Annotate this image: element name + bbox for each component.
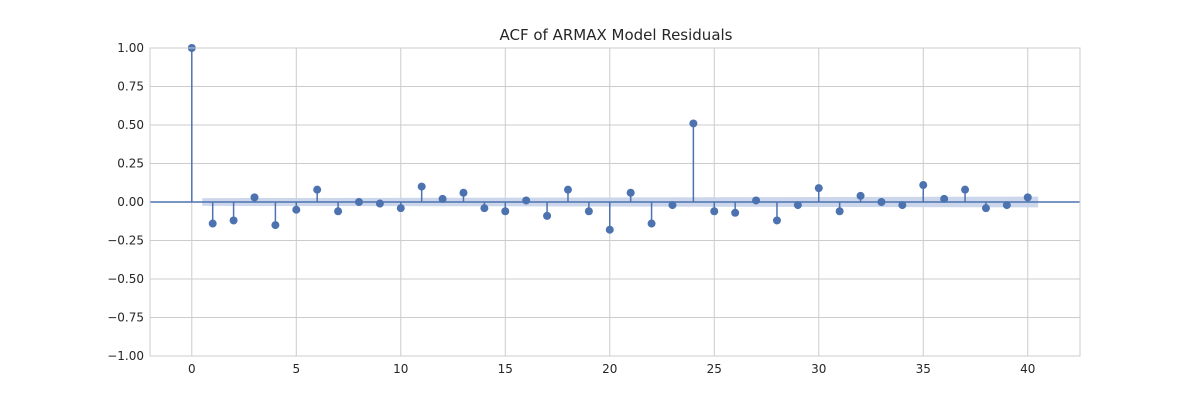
- acf-point: [731, 208, 740, 217]
- acf-point: [584, 207, 593, 216]
- acf-point: [501, 207, 510, 216]
- markers: [187, 44, 1032, 234]
- acf-point: [438, 194, 447, 203]
- acf-point: [919, 181, 928, 190]
- y-tick-label: 0.25: [117, 157, 144, 171]
- x-tick-label: 0: [188, 362, 196, 376]
- acf-point: [752, 196, 761, 205]
- acf-point: [292, 205, 301, 214]
- x-tick-label: 25: [707, 362, 722, 376]
- acf-point: [668, 201, 677, 210]
- x-tick-label: 10: [393, 362, 408, 376]
- acf-point: [208, 219, 217, 228]
- tick-labels: 0 5 10 15 20 25 30 35 40 1.00 0.75 0.50 0.25 0.00 −0.2…: [107, 41, 1035, 376]
- acf-point: [877, 198, 886, 206]
- acf-point: [354, 198, 363, 206]
- acf-point: [543, 211, 552, 220]
- acf-point: [480, 204, 489, 213]
- acf-point: [522, 196, 531, 205]
- acf-point: [459, 188, 468, 197]
- acf-point: [814, 184, 823, 193]
- acf-point: [605, 225, 614, 234]
- x-tick-label: 5: [292, 362, 300, 376]
- x-tick-label: 15: [498, 362, 513, 376]
- acf-point: [689, 119, 698, 128]
- acf-point: [981, 204, 990, 213]
- y-tick-label: 0.50: [117, 118, 144, 132]
- acf-point: [1002, 201, 1011, 210]
- y-tick-label: 1.00: [117, 41, 144, 55]
- acf-point: [793, 201, 802, 210]
- y-tick-label: 0.75: [117, 80, 144, 94]
- acf-point: [250, 193, 259, 202]
- acf-point: [647, 219, 656, 228]
- acf-point: [417, 182, 426, 191]
- plot-frame: [149, 47, 1081, 357]
- y-tick-label: −1.00: [107, 349, 144, 363]
- y-tick-label: −0.50: [107, 272, 144, 286]
- acf-point: [710, 207, 719, 216]
- acf-point: [898, 201, 907, 210]
- x-tick-label: 35: [916, 362, 931, 376]
- acf-point: [626, 188, 635, 197]
- acf-point: [563, 185, 572, 194]
- x-tick-label: 40: [1020, 362, 1035, 376]
- acf-point: [940, 194, 949, 203]
- acf-point: [1023, 193, 1032, 202]
- y-tick-label: 0.00: [117, 195, 144, 209]
- acf-point: [375, 199, 384, 208]
- acf-point: [313, 185, 322, 194]
- acf-point: [396, 204, 405, 213]
- acf-point: [856, 191, 865, 200]
- x-tick-label: 30: [811, 362, 826, 376]
- acf-point: [229, 216, 238, 225]
- y-tick-label: −0.75: [107, 311, 144, 325]
- acf-point: [772, 216, 781, 225]
- acf-point: [334, 207, 343, 216]
- x-tick-label: 20: [602, 362, 617, 376]
- acf-point: [271, 221, 280, 230]
- y-tick-label: −0.25: [107, 234, 144, 248]
- chart-title: ACF of ARMAX Model Residuals: [500, 26, 733, 44]
- acf-point: [835, 207, 844, 216]
- acf-point: [961, 185, 970, 194]
